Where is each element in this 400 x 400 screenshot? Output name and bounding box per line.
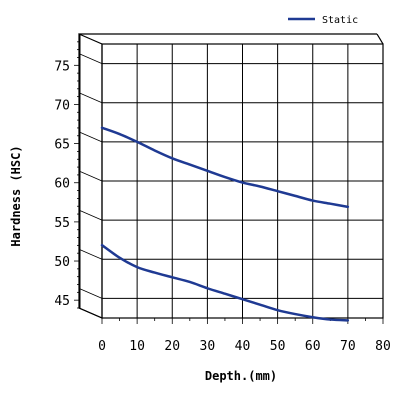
legend: Static [288, 15, 358, 26]
grid [78, 44, 383, 318]
y-tick-label-75: 75 [54, 59, 70, 74]
tick-labels: 0 10 20 30 40 50 60 70 80 45 50 55 60 65 70 75 [54, 59, 390, 354]
x-axis-title: Depth.(mm) [205, 369, 277, 383]
x-tick-label-60: 60 [305, 339, 321, 354]
y-tick-label-55: 55 [54, 216, 70, 231]
y-tick-label-45: 45 [54, 294, 70, 309]
top-right-edge [376, 33, 384, 45]
wall-grid-56.5 [78, 209, 103, 221]
x-tick-label-10: 10 [129, 339, 145, 354]
series-static-curve-2 [100, 243, 350, 322]
series-layer [100, 126, 350, 322]
wall-grid-71.5 [78, 92, 103, 104]
wall-grid-76.5 [78, 53, 103, 64]
y-tick-label-50: 50 [54, 255, 70, 270]
series-static-curve-1 [100, 126, 350, 209]
wall-grid-66.5 [78, 131, 103, 143]
legend-label-static: Static [322, 15, 358, 26]
y-tick-label-70: 70 [54, 98, 70, 113]
y-axis-title: Hardness (HSC) [9, 145, 23, 246]
wall-grid-51.5 [78, 248, 103, 260]
x-tick-label-30: 30 [200, 339, 216, 354]
x-tick-label-40: 40 [235, 339, 251, 354]
x-tick-label-0: 0 [98, 339, 106, 354]
y-tick-label-60: 60 [54, 177, 70, 192]
x-tick-label-50: 50 [270, 339, 286, 354]
wall-grid-61.5 [78, 170, 103, 182]
y-tick-label-65: 65 [54, 138, 70, 153]
x-tick-label-70: 70 [340, 339, 356, 354]
x-tick-label-80: 80 [375, 339, 391, 354]
x-tick-label-20: 20 [164, 339, 180, 354]
floor-left-edge [78, 307, 103, 319]
wall-grid-46.5 [78, 288, 103, 299]
